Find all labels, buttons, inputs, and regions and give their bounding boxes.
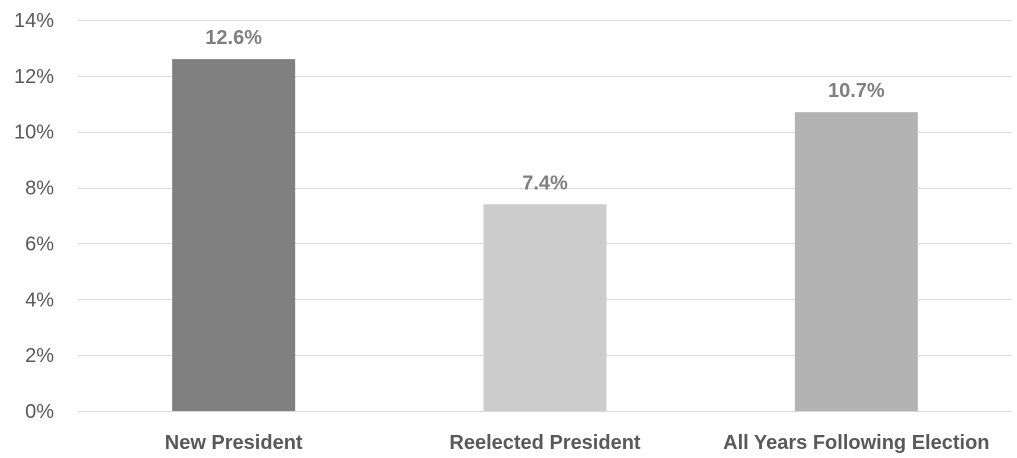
category-label: New President	[165, 432, 303, 454]
bar	[794, 112, 918, 412]
category-label: All Years Following Election	[723, 432, 989, 454]
y-tick-label: 6%	[25, 233, 54, 255]
bar	[172, 59, 296, 411]
y-tick-label: 12%	[14, 66, 54, 88]
y-tick-label: 4%	[25, 289, 54, 311]
data-labels: 12.6% 7.4% 10.7%	[205, 27, 885, 194]
x-axis-category-labels: New President Reelected President All Year…	[165, 432, 990, 454]
bar	[483, 204, 607, 411]
y-axis-tick-labels: 0% 2% 4% 6% 8% 10% 12% 14%	[14, 10, 54, 423]
y-tick-label: 0%	[25, 401, 54, 423]
category-label: Reelected President	[449, 432, 641, 454]
y-tick-label: 10%	[14, 122, 54, 144]
data-label: 12.6%	[205, 27, 262, 49]
bars	[172, 59, 918, 412]
data-label: 7.4%	[522, 172, 568, 194]
y-tick-label: 8%	[25, 178, 54, 200]
data-label: 10.7%	[828, 80, 885, 102]
y-tick-label: 14%	[14, 10, 54, 32]
y-tick-label: 2%	[25, 345, 54, 367]
